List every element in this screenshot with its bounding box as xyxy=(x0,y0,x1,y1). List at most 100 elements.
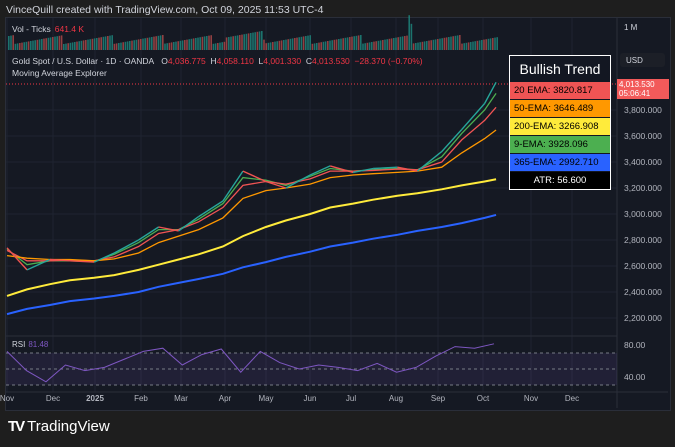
volume-bar xyxy=(278,40,281,50)
price-segment xyxy=(416,151,443,172)
legend-row-50-ema: 50-EMA: 3646.489 xyxy=(510,99,610,117)
volume-bar xyxy=(82,40,85,50)
volume-bar xyxy=(291,38,294,50)
ema-line-365-ema xyxy=(6,213,497,316)
price-tick-label: 2,400.000 xyxy=(624,287,662,297)
rsi-line xyxy=(6,343,495,383)
volume-bar xyxy=(439,38,441,50)
volume-bar xyxy=(212,43,215,50)
open-label: O xyxy=(161,56,168,66)
time-tick-label: Oct xyxy=(477,394,490,403)
volume-bar xyxy=(168,42,171,50)
volume-bar xyxy=(87,39,89,50)
volume-bar xyxy=(459,35,461,50)
volume-bar xyxy=(58,35,61,50)
volume-bar xyxy=(69,42,72,50)
volume-bar xyxy=(406,35,408,50)
legend-row-200-ema: 200-EMA: 3266.908 xyxy=(510,117,610,135)
price-segment xyxy=(69,260,95,263)
volume-bar xyxy=(115,43,118,50)
volume-bar xyxy=(179,40,182,50)
price-tick-label: 3,000.000 xyxy=(624,209,662,219)
volume-bar xyxy=(327,41,329,50)
volume-bar xyxy=(76,41,78,50)
volume-bar xyxy=(417,42,419,50)
volume-bar xyxy=(199,37,201,50)
ema-line-20-ema xyxy=(6,106,497,262)
volume-bar xyxy=(162,35,164,50)
legend-row-9-ema: 9-EMA: 3928.096 xyxy=(510,135,610,153)
volume-bar xyxy=(483,39,485,50)
volume-bar xyxy=(472,41,474,50)
time-tick-label: May xyxy=(258,394,273,403)
rsi-band-fill xyxy=(6,353,617,385)
volume-bar xyxy=(307,35,309,50)
volume-bar xyxy=(67,43,69,50)
volume-bar xyxy=(320,42,322,50)
volume-bar xyxy=(360,35,362,50)
volume-bar xyxy=(401,36,404,50)
volume-bar xyxy=(335,39,338,50)
volume-bar xyxy=(430,40,432,50)
volume-bar xyxy=(38,39,41,50)
volume-bar xyxy=(133,40,135,50)
price-segment xyxy=(285,174,311,189)
volume-bar xyxy=(434,39,437,50)
volume-bar xyxy=(36,39,39,50)
volume-bar xyxy=(296,37,298,50)
volume-bar xyxy=(340,38,342,50)
volume-bar xyxy=(285,39,287,50)
credit-text: VinceQuill created with TradingView.com,… xyxy=(6,4,324,16)
price-segment xyxy=(309,165,331,176)
volume-bar xyxy=(228,37,230,50)
volume-bar xyxy=(302,36,305,50)
price-segment xyxy=(113,239,139,254)
volume-bar xyxy=(419,42,421,50)
volume-bar xyxy=(338,39,340,50)
volume-bar xyxy=(474,41,476,50)
volume-bar xyxy=(452,36,454,50)
volume-bar xyxy=(280,40,283,50)
volume-bar xyxy=(331,40,333,50)
volume-bar xyxy=(309,35,311,50)
volume-bar xyxy=(362,43,364,50)
volume-bar xyxy=(153,36,155,50)
volume-bar xyxy=(269,42,272,50)
volume-bar xyxy=(432,39,435,50)
time-tick-label: Jun xyxy=(304,394,317,403)
volume-title: Vol - Ticks xyxy=(12,24,51,34)
volume-bar xyxy=(333,39,336,50)
volume-bar xyxy=(346,37,349,50)
indicator-name[interactable]: Moving Average Explorer xyxy=(12,68,107,78)
volume-bar xyxy=(287,39,289,50)
volume-bar xyxy=(137,39,140,50)
open-value: 4,036.775 xyxy=(167,56,206,66)
legend-title: Bullish Trend xyxy=(519,61,601,77)
volume-bar xyxy=(316,43,318,50)
volume-bar xyxy=(71,42,74,50)
time-tick-label: Nov xyxy=(524,394,538,403)
volume-bar xyxy=(322,41,325,50)
rsi-label: RSI 81.48 xyxy=(12,340,48,349)
volume-bar xyxy=(366,42,369,50)
time-tick-label: Mar xyxy=(174,394,188,403)
price-segment xyxy=(138,226,159,241)
volume-value: 641.4 K xyxy=(54,24,85,34)
symbol-name[interactable]: Gold Spot / U.S. Dollar · 1D · OANDA xyxy=(12,56,155,66)
currency-button[interactable]: USD xyxy=(620,53,665,67)
volume-bar xyxy=(395,37,397,50)
last-price-tag: 4,013.530 05:06:41 xyxy=(617,79,669,99)
volume-bar xyxy=(461,43,463,50)
volume-bar xyxy=(487,38,490,50)
volume-bar xyxy=(258,31,261,50)
volume-bar xyxy=(197,37,199,50)
volume-bar xyxy=(357,35,360,50)
volume-bar xyxy=(349,37,351,50)
volume-bar xyxy=(221,42,223,50)
volume-bar xyxy=(274,41,276,50)
ema-line-9-ema xyxy=(6,92,497,266)
volume-bar xyxy=(142,38,144,50)
volume-bar xyxy=(206,36,208,50)
close-label: C xyxy=(305,56,312,66)
